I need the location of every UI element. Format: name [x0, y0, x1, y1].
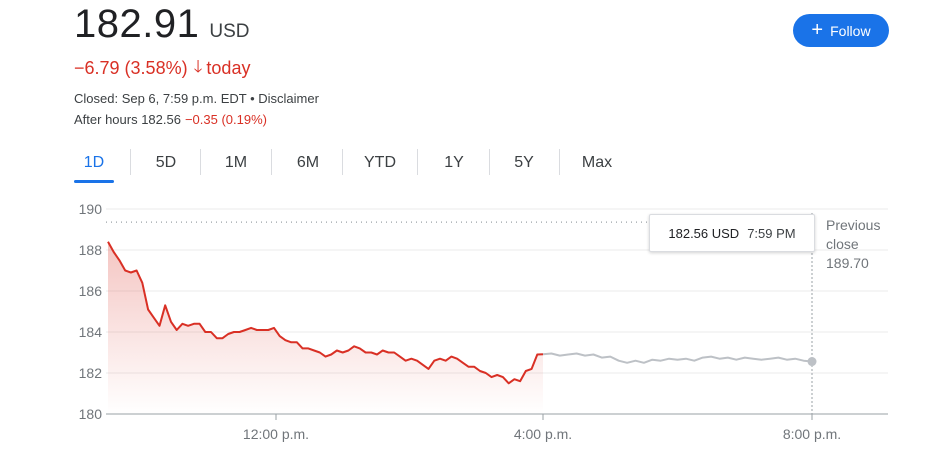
market-closed-text: Closed: Sep 6, 7:59 p.m. EDT • Disclaime…: [74, 91, 319, 106]
after-hours-change: −0.35 (0.19%): [184, 112, 267, 127]
y-tick-label: 190: [79, 201, 103, 217]
tab-1y[interactable]: 1Y: [444, 154, 464, 171]
after-hours-price: After hours 182.56: [74, 112, 181, 127]
price-area-fill: [108, 241, 543, 414]
down-arrow-icon: 🡓: [193, 57, 203, 76]
tab-divider: [417, 149, 418, 175]
price-change: −6.79 (3.58%) 🡓 today: [74, 54, 250, 83]
previous-close-line2: close: [826, 236, 859, 252]
regular-session-line: [107, 241, 544, 385]
x-tick-label: 4:00 p.m.: [514, 426, 572, 442]
follow-button[interactable]: + Follow: [793, 14, 889, 47]
tooltip-time: 7:59 PM: [747, 225, 796, 241]
plus-icon: +: [811, 18, 824, 41]
quote-header: 182.91 USD: [74, 2, 249, 47]
tab-1m[interactable]: 1M: [224, 154, 248, 171]
previous-close-value: 189.70: [826, 255, 869, 271]
price-tooltip: 182.56 USD 7:59 PM: [649, 214, 815, 252]
tab-5d[interactable]: 5D: [155, 154, 177, 171]
tab-divider: [489, 149, 490, 175]
tab-1d[interactable]: 1D: [74, 145, 114, 183]
tab-max[interactable]: Max: [581, 154, 613, 171]
tab-divider: [130, 149, 131, 175]
y-tick-label: 182: [79, 365, 103, 381]
previous-close-line1: Previous: [826, 217, 881, 233]
tab-divider: [200, 149, 201, 175]
tab-divider: [559, 149, 560, 175]
tab-6m[interactable]: 6M: [296, 154, 320, 171]
previous-close-label: Previous close 189.70: [826, 216, 880, 273]
y-tick-label: 184: [79, 324, 103, 340]
price-chart[interactable]: 190 188 186 184 182 180 12:00 p.m. 4:00 p.m. 8:…: [0, 195, 930, 452]
follow-label: Follow: [830, 22, 871, 39]
change-value: −6.79 (3.58%): [74, 58, 188, 78]
y-tick-label: 186: [79, 283, 103, 299]
change-period: today: [206, 58, 251, 78]
tab-divider: [271, 149, 272, 175]
y-tick-label: 180: [79, 406, 103, 422]
y-tick-label: 188: [79, 242, 103, 258]
tab-ytd[interactable]: YTD: [364, 154, 396, 171]
currency-label: USD: [209, 21, 250, 42]
current-price: 182.91: [74, 2, 200, 46]
tab-divider: [342, 149, 343, 175]
x-tick-label: 12:00 p.m.: [243, 426, 309, 442]
tooltip-price: 182.56 USD: [668, 225, 740, 241]
tab-5y[interactable]: 5Y: [514, 154, 534, 171]
x-tick-label: 8:00 p.m.: [783, 426, 841, 442]
after-hours-line: [542, 352, 813, 364]
after-hours-text: After hours 182.56 −0.35 (0.19%): [74, 112, 267, 127]
hover-point: [807, 357, 817, 367]
